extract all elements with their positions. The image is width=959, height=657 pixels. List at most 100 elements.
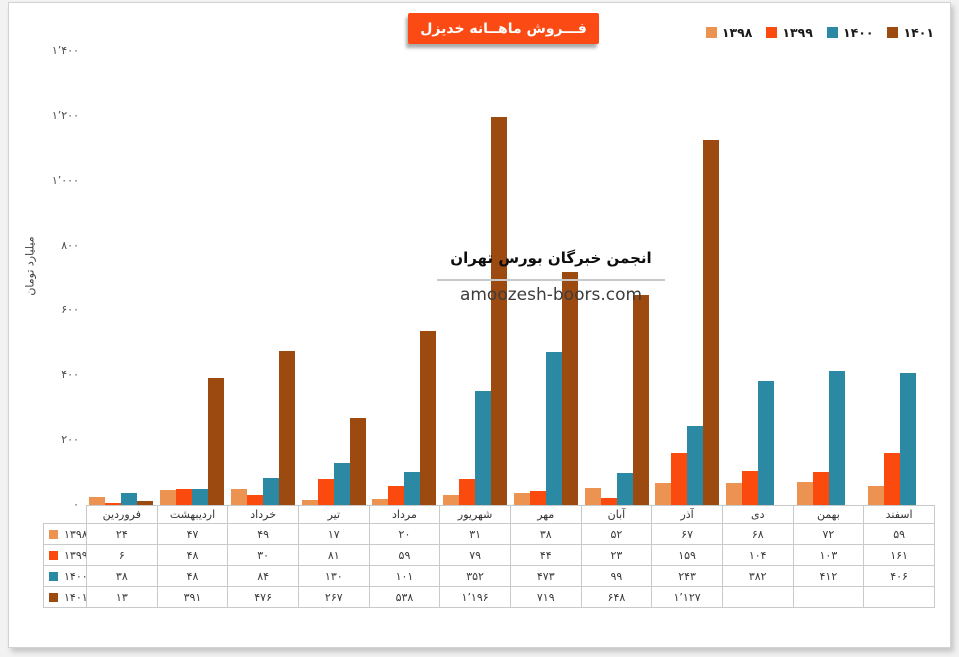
value-cell: ۱۳۰ [297, 565, 370, 587]
value-cell: ۲۴۳ [651, 565, 723, 587]
month-header-cell: مرداد [368, 505, 441, 524]
bar [655, 483, 672, 505]
month-header-cell: آبان [580, 505, 653, 524]
legend-label: ۱۴۰۱ [903, 25, 934, 40]
bar [246, 495, 263, 505]
series-key: ۱۴۰۰ [45, 569, 87, 583]
bar-group-5 [369, 51, 440, 505]
value-cell [721, 586, 794, 608]
bar [176, 489, 193, 505]
bar [372, 498, 389, 505]
watermark: انجمن خبرگان بورس تهران amoozesh-boors.c… [437, 249, 665, 304]
series-swatch-icon [49, 550, 58, 560]
value-cell: ۳۵۲ [439, 565, 511, 587]
chart-title-box: فـــروش ماهــانه خدیزل [408, 13, 599, 44]
bar [443, 494, 460, 505]
bar [317, 478, 334, 505]
bar [883, 452, 900, 505]
series-key: ۱۳۹۸ [45, 527, 87, 541]
bar [301, 499, 318, 505]
value-cell: ۱٬۱۲۷ [651, 586, 723, 608]
value-cell: ۷۹ [439, 544, 511, 566]
bar [192, 489, 209, 505]
y-tick-label: ۶۰۰ [61, 303, 79, 317]
series-label-cell: ۱۳۹۸ [43, 523, 87, 545]
value-cell: ۲۴ [86, 523, 158, 545]
legend-label: ۱۴۰۰ [842, 25, 874, 40]
bar [726, 482, 743, 505]
chart-frame: فـــروش ماهــانه خدیزل ۱۳۹۸ ۱۳۹۹ ۱۴۰۰ ۱۴۰۱ … [8, 2, 951, 648]
value-cell: ۲۰ [368, 523, 441, 545]
series-year-label: ۱۴۰۰ [64, 569, 87, 583]
bar [349, 418, 366, 505]
value-cell: ۴۷۳ [509, 565, 582, 587]
legend-item: ۱۴۰۱ [887, 25, 934, 40]
bar [278, 350, 295, 505]
value-cell [863, 586, 935, 608]
bar [420, 330, 437, 505]
legend-swatch-icon [887, 27, 899, 38]
bar [160, 489, 177, 505]
bar-group-8 [581, 51, 652, 505]
month-header-cell: فروردین [86, 505, 158, 524]
bar [671, 453, 688, 505]
value-cell: ۶۸ [721, 523, 794, 545]
y-tick-label: ۱٬۴۰۰ [51, 44, 79, 57]
bar [687, 426, 704, 505]
value-cell: ۳۰ [227, 544, 299, 566]
bar [758, 381, 775, 505]
value-cell: ۷۱۹ [509, 586, 582, 608]
series-swatch-icon [49, 571, 58, 581]
bar-group-2 [157, 51, 228, 505]
bar-group-11 [794, 51, 865, 505]
y-tick-label: ۸۰۰ [61, 238, 79, 252]
bar [262, 477, 279, 505]
value-cell: ۴۹ [227, 523, 299, 545]
bar [616, 472, 633, 505]
bar-group-12 [864, 51, 935, 505]
bar-group-4 [298, 51, 369, 505]
y-tick-label: ۴۰۰ [61, 368, 79, 382]
value-cell: ۴۷۶ [227, 586, 299, 608]
value-cell: ۱۰۳ [792, 544, 865, 566]
series-label-cell: ۱۴۰۱ [43, 586, 87, 608]
legend-item: ۱۴۰۰ [826, 25, 874, 40]
legend-label: ۱۳۹۸ [721, 25, 753, 40]
bar [459, 479, 476, 505]
series-swatch-icon [49, 529, 58, 539]
y-tick-label: ۱٬۰۰۰ [51, 173, 79, 187]
value-cell: ۱۰۱ [368, 565, 441, 587]
bar [404, 472, 421, 505]
value-cell: ۳۱ [439, 523, 511, 545]
month-header-cell: مهر [509, 505, 582, 524]
value-cell: ۴۸ [156, 544, 229, 566]
bar [333, 462, 350, 505]
value-cell: ۱٬۱۹۶ [439, 586, 511, 608]
series-key: ۱۳۹۹ [45, 549, 86, 562]
value-cell: ۴۱۲ [792, 565, 865, 587]
month-header-cell: تیر [297, 505, 370, 524]
value-cell: ۳۸۲ [721, 565, 794, 587]
value-cell: ۵۹ [368, 544, 441, 566]
bar [796, 481, 813, 505]
bar-group-3 [228, 51, 299, 505]
series-year-label: ۱۳۹۸ [64, 527, 87, 541]
bar [703, 139, 720, 505]
value-cell: ۱۳ [86, 586, 158, 608]
bar [600, 497, 617, 505]
value-cell: ۶۷ [651, 523, 723, 545]
table-corner-cell [44, 506, 87, 524]
value-cell: ۵۲ [580, 523, 653, 545]
table-row: ۱۳۹۸ ۲۴ ۴۷ ۴۹ ۱۷ ۲۰ ۳۱ ۳۸ ۵۲ ۶۷ ۶۸ ۷۲ ۵۹ [43, 523, 935, 545]
bar-group-6 [440, 51, 511, 505]
bar [475, 390, 492, 505]
table-row: ۱۴۰۰ ۳۸ ۴۸ ۸۴ ۱۳۰ ۱۰۱ ۳۵۲ ۴۷۳ ۹۹ ۲۴۳ ۳۸۲ ۴۱۲ ۴۰۶ [43, 565, 935, 587]
legend: ۱۳۹۸ ۱۳۹۹ ۱۴۰۰ ۱۴۰۱ [705, 25, 934, 40]
chart-title: فـــروش ماهــانه خدیزل [420, 20, 587, 37]
value-cell: ۳۸ [509, 523, 582, 545]
data-table: فروردین اردیبهشت خرداد تیر مرداد شهریور مهر آبا… [43, 505, 935, 608]
y-axis-tick-labels: ۰ ۲۰۰ ۴۰۰ ۶۰۰ ۸۰۰ ۱٬۰۰۰ ۱٬۲۰۰ ۱٬۴۰۰ [9, 44, 79, 511]
month-header-cell: دی [721, 505, 794, 524]
month-header-cell: شهریور [439, 505, 511, 524]
